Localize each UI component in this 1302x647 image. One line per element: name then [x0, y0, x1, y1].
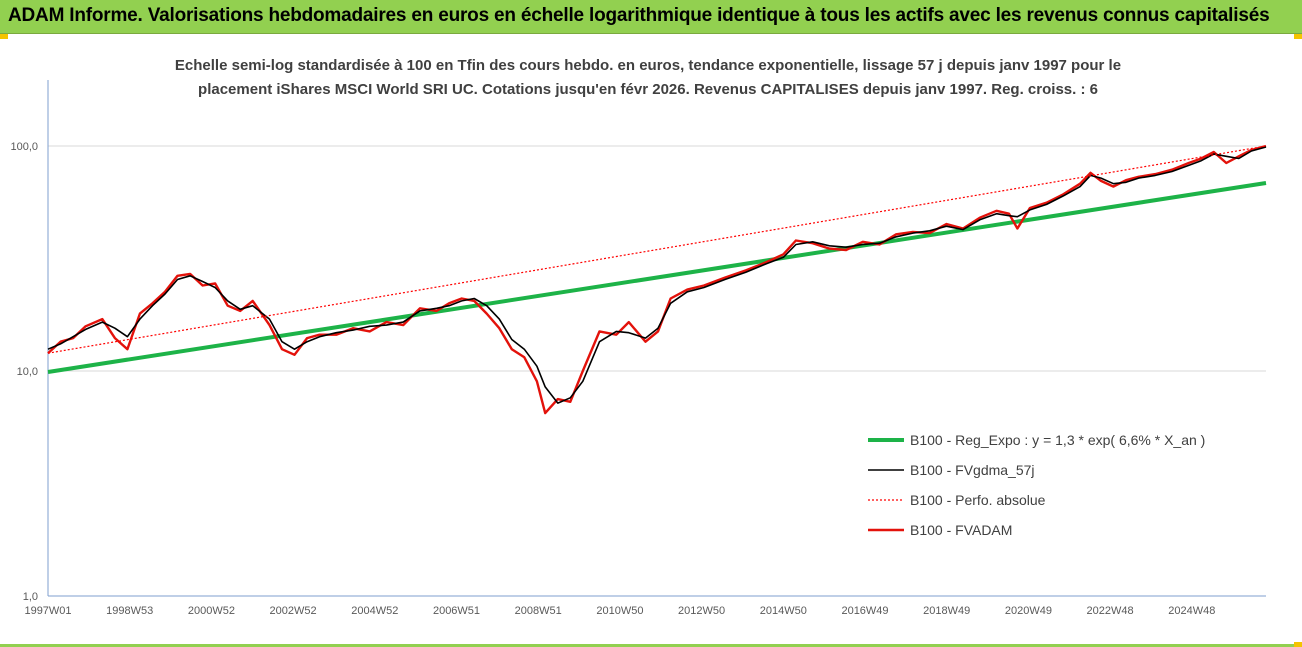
x-tick-label: 2020W49	[1005, 605, 1052, 617]
x-tick-label: 2006W51	[433, 605, 480, 617]
y-tick-label: 100,0	[10, 141, 38, 153]
legend-label-3: B100 - FVADAM	[910, 522, 1012, 538]
y-tick-label: 1,0	[23, 591, 38, 603]
axes	[47, 80, 1266, 597]
series-line-0	[47, 181, 1267, 374]
x-tick-label: 2002W52	[270, 605, 317, 617]
legend-label-1: B100 - FVgdma_57j	[910, 462, 1035, 478]
report-header: ADAM Informe. Valorisations hebdomadaire…	[0, 0, 1302, 34]
series-line-2	[47, 145, 1267, 354]
x-tick-label: 1998W53	[106, 605, 153, 617]
x-tick-label: 2010W50	[596, 605, 643, 617]
corner-marker-left	[0, 34, 8, 39]
gridlines	[48, 145, 1266, 372]
series-line-3	[47, 144, 1267, 415]
legend: B100 - Reg_Expo : y = 1,3 * exp( 6,6% * …	[868, 432, 1205, 538]
x-tick-label: 2024W48	[1168, 605, 1215, 617]
y-tick-label: 10,0	[17, 366, 38, 378]
legend-label-2: B100 - Perfo. absolue	[910, 492, 1046, 508]
x-tick-label: 2014W50	[760, 605, 807, 617]
bottom-border	[0, 644, 1302, 647]
report-title: ADAM Informe. Valorisations hebdomadaire…	[8, 5, 1270, 26]
series-lines	[47, 144, 1267, 415]
chart-subtitle-line-1: Echelle semi-log standardisée à 100 en T…	[175, 57, 1121, 74]
x-tick-label: 2018W49	[923, 605, 970, 617]
x-tick-label: 2008W51	[515, 605, 562, 617]
corner-marker-right	[1294, 34, 1302, 39]
x-tick-label: 2016W49	[841, 605, 888, 617]
x-tick-label: 2012W50	[678, 605, 725, 617]
x-axis-ticks: 1997W01 1998W53 2000W52 2002W52 2004W52 2006W…	[24, 605, 1215, 617]
corner-marker-bottom-right	[1294, 642, 1302, 647]
series-line-1	[47, 146, 1267, 404]
x-tick-label: 2022W48	[1087, 605, 1134, 617]
x-tick-label: 2004W52	[351, 605, 398, 617]
chart-subtitle-line-2: placement iShares MSCI World SRI UC. Cot…	[198, 81, 1098, 98]
legend-label-0: B100 - Reg_Expo : y = 1,3 * exp( 6,6% * …	[910, 432, 1205, 448]
x-tick-label: 2000W52	[188, 605, 235, 617]
x-tick-label: 1997W01	[24, 605, 71, 617]
y-axis-ticks: 1,0 10,0 100,0	[10, 141, 38, 603]
